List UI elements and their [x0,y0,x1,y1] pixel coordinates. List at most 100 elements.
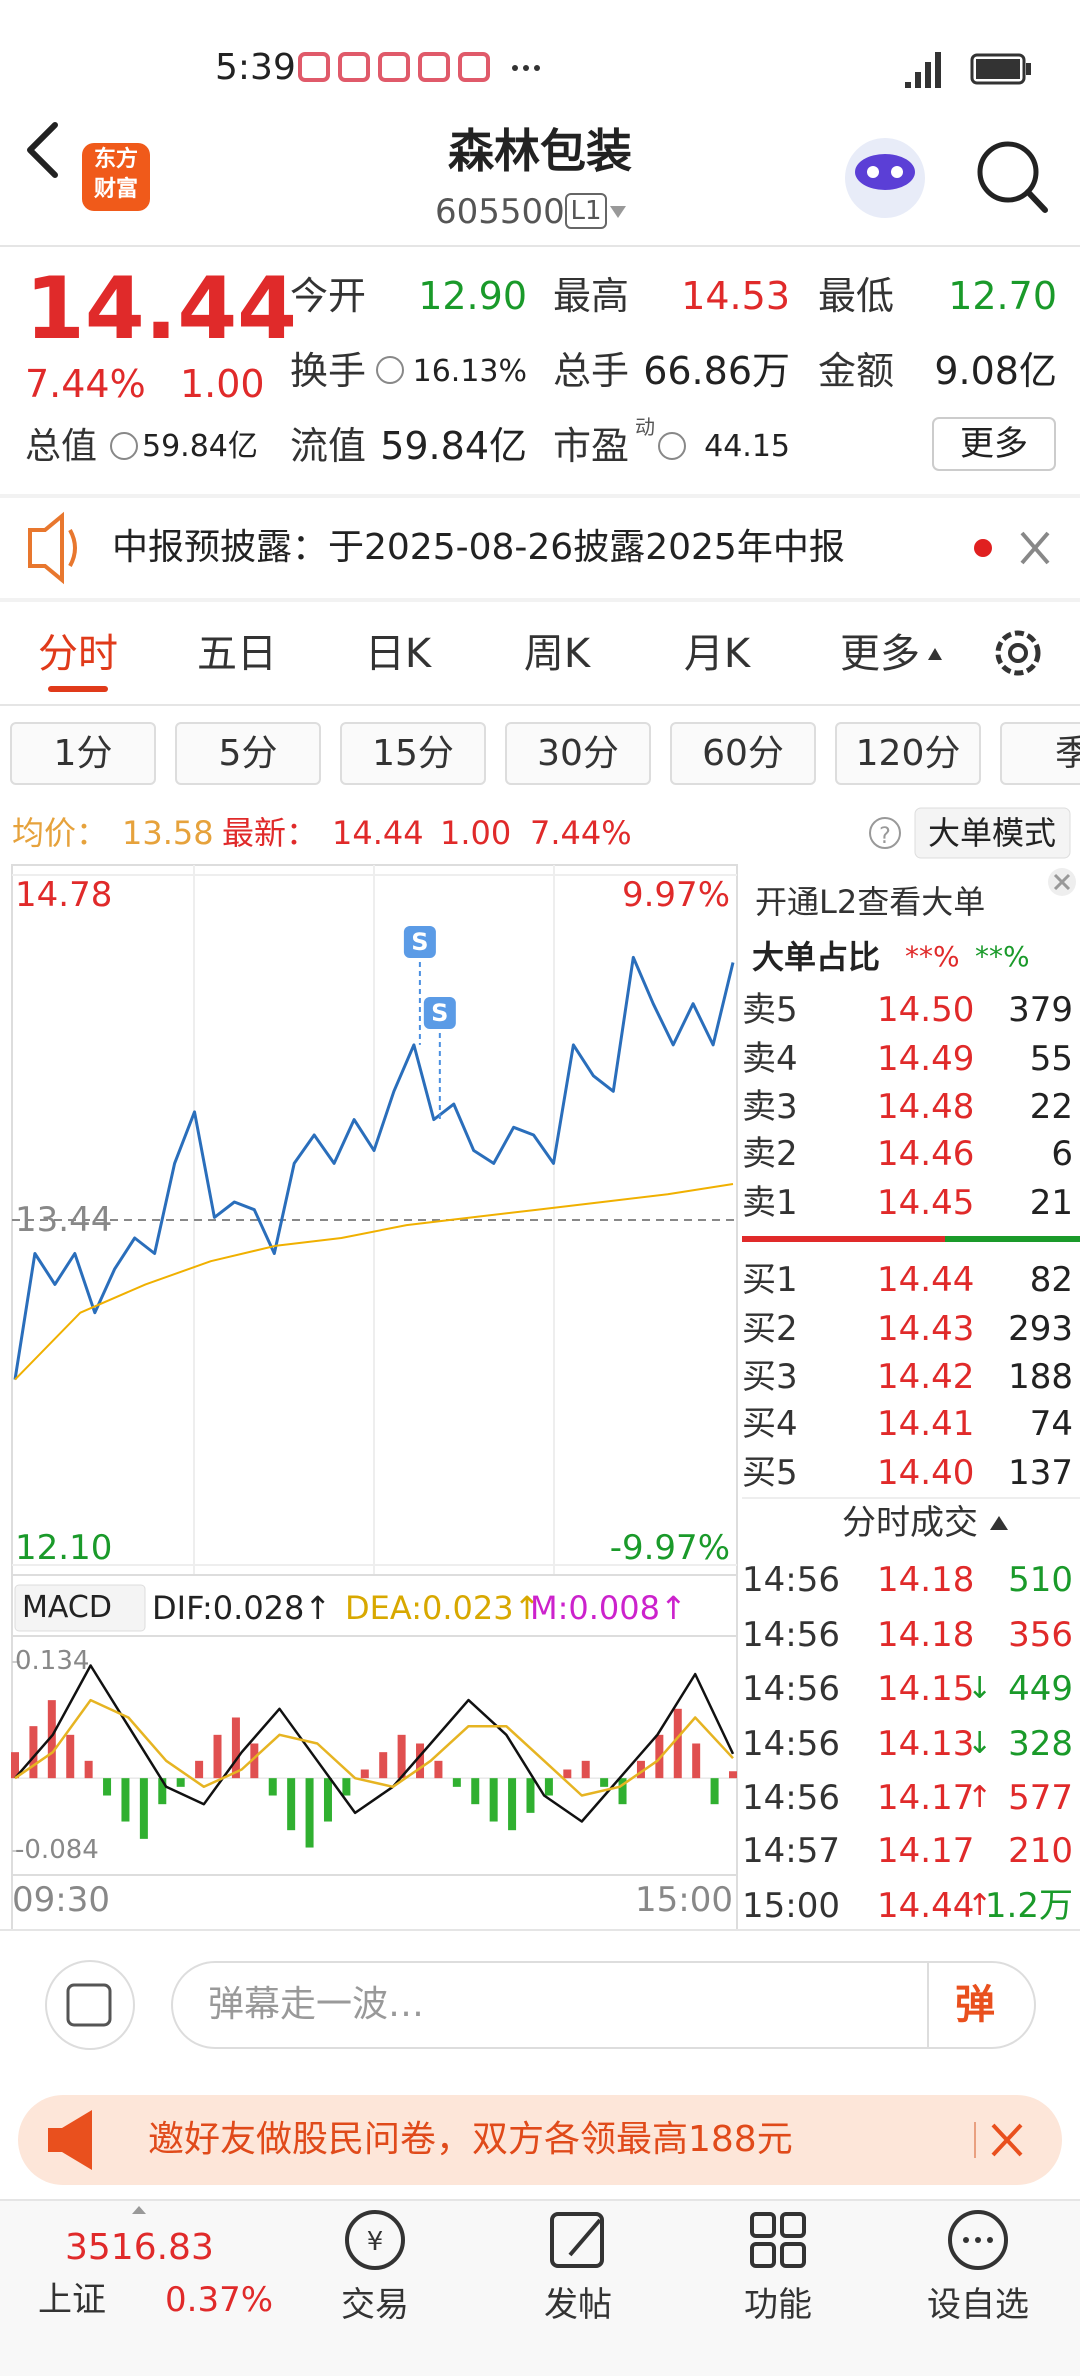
stat-sup: 动 [635,415,655,439]
ratio-sell: **% [905,940,960,974]
indicator-select[interactable] [14,1584,146,1632]
annotation-box [423,997,456,1029]
book-label: 买3 [742,1356,798,1397]
stat-value: 66.86万 [643,349,790,394]
nav-item[interactable]: 功能 [744,2284,812,2325]
book-label: 买2 [742,1308,798,1349]
macd-bar [563,1769,572,1779]
mode-label[interactable]: 大单模式 [927,813,1057,852]
latest-pct: 7.44% [530,813,632,852]
banner-text[interactable]: 邀好友做股民问卷，双方各领最高188元 [148,2119,793,2161]
danmaku-button[interactable]: 弹 [955,1982,995,2028]
period-button[interactable] [175,722,321,785]
macd-bar [655,1734,664,1779]
trades-title: 分时成交 [842,1502,978,1543]
macd-bar [600,1778,609,1787]
nav-item[interactable]: 交易 [341,2284,409,2325]
period-label[interactable]: 30分 [537,733,619,775]
nav-item[interactable]: 设自选 [927,2284,1029,2325]
mode-button[interactable] [914,807,1071,859]
period-label[interactable]: 1分 [53,733,113,775]
period-button[interactable] [835,722,981,785]
tab[interactable]: 分时 [38,631,118,677]
trade-time: 15:00 [742,1885,840,1926]
nav-item[interactable]: 发帖 [544,2284,612,2325]
period-button[interactable] [340,722,486,785]
trade-arrow: ↓ [967,1671,993,1706]
tab[interactable]: 日K [364,631,432,677]
book-volume: 6 [1051,1133,1073,1174]
change: 1.00 [180,362,265,407]
period-label[interactable]: 120分 [855,733,961,775]
notification-icons [298,52,490,82]
indicator-name[interactable]: MACD [22,1590,112,1625]
help-icon[interactable] [869,817,901,849]
more-dots [512,65,540,71]
period-label[interactable]: 5分 [218,733,278,775]
tab[interactable]: 五日 [197,631,277,677]
index-pct[interactable]: 0.37% [165,2279,274,2320]
stat-value: 12.90 [418,274,527,319]
book-label: 买5 [742,1452,798,1493]
notice-close[interactable] [1020,531,1050,565]
book-price: 14.50 [877,989,975,1030]
tab[interactable]: 周K [523,631,591,677]
y-tick-label: 14.78 [15,874,113,915]
book-volume: 74 [1029,1403,1073,1444]
l2-promo[interactable]: 开通L2查看大单 [755,882,986,921]
period-label[interactable]: 季 [1054,733,1080,775]
period-button[interactable] [670,722,816,785]
macd-bar [526,1778,535,1813]
search-button[interactable] [977,141,1039,203]
macd-bar [231,1717,240,1779]
trade-price: 14.18 [877,1614,975,1655]
macd-bar [176,1778,185,1787]
tab[interactable]: 更多 [840,631,920,677]
macd-bar [544,1778,553,1796]
notice-text[interactable]: 中报预披露：于2025-08-26披露2025年中报 [112,527,845,569]
index-name[interactable]: 上证 [38,2279,106,2320]
trade-price: 14.17 [877,1777,975,1818]
tab[interactable]: 月K [683,631,751,677]
period-label[interactable]: 60分 [702,733,784,775]
trade-volume: 356 [1008,1614,1073,1655]
stat-label: 换手 [290,349,367,394]
macd-bar [158,1778,167,1805]
macd-bar [434,1760,443,1779]
more-button[interactable] [932,417,1056,471]
book-volume: 188 [1008,1356,1073,1397]
trade-time: 14:57 [742,1830,840,1871]
stat-value: 16.13% [412,354,527,389]
banner-close[interactable] [991,2123,1023,2157]
stat-label: 今开 [290,274,367,319]
comment-input[interactable] [171,1961,1036,2049]
back-button[interactable] [27,122,58,178]
stat-value: 9.08亿 [934,349,1057,394]
book-volume: 379 [1008,989,1073,1030]
stat-label: 总值 [25,426,98,468]
period-button[interactable] [1000,722,1080,785]
period-button[interactable] [505,722,651,785]
period-label[interactable]: 15分 [372,733,454,775]
macd-tick-label: 0.134 [15,1646,90,1677]
last-price: 14.44 [25,259,298,360]
tab-underline [48,686,108,692]
code-dropdown[interactable] [610,206,626,218]
trade-time: 14:56 [742,1614,840,1655]
settings-icon[interactable] [995,630,1041,676]
latest-value: 14.44 [332,813,424,852]
more-button-text[interactable]: 更多 [960,423,1028,464]
macd-bar [471,1778,480,1805]
comment-settings[interactable] [45,1960,135,2050]
book-label: 买4 [742,1403,798,1444]
trade-arrow: ↓ [967,1726,993,1761]
promo-banner[interactable] [18,2095,1062,2185]
period-button[interactable] [10,722,156,785]
series-line [13,955,735,1380]
logo-text: 财富 [93,176,139,202]
macd-bar [729,1771,737,1779]
comment-placeholder[interactable]: 弹幕走一波… [208,1984,425,2026]
index-value[interactable]: 3516.83 [65,2227,214,2269]
stat-label: 总手 [553,349,630,394]
